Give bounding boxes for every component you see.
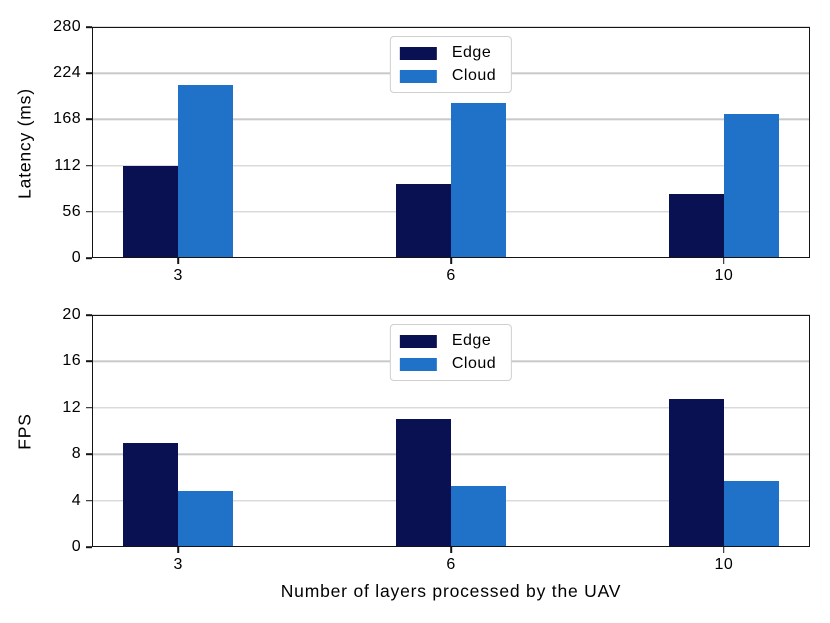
y-tick-mark bbox=[86, 72, 92, 74]
x-tick-mark bbox=[450, 258, 452, 264]
x-tick-mark bbox=[177, 258, 179, 264]
legend-label-cloud: Cloud bbox=[451, 355, 497, 372]
y-tick-label: 112 bbox=[54, 156, 81, 174]
fps-legend: Edge Cloud bbox=[389, 324, 513, 381]
edge-bar-x10 bbox=[668, 398, 724, 547]
x-tick-mark bbox=[723, 258, 725, 264]
y-gridline bbox=[92, 26, 810, 28]
edge-legend-swatch bbox=[399, 334, 437, 348]
x-tick-label: 10 bbox=[714, 556, 734, 573]
y-tick-mark bbox=[86, 314, 92, 316]
x-tick-label: 3 bbox=[173, 267, 183, 284]
x-tick-label: 6 bbox=[446, 556, 456, 573]
y-tick-label: 8 bbox=[71, 445, 81, 463]
cloud-legend-swatch bbox=[399, 357, 437, 371]
cloud-bar-x3 bbox=[178, 84, 234, 258]
latency-plot-area: 0 56 112 168 224 280 3 6 10 bbox=[53, 18, 810, 284]
y-tick-label: 168 bbox=[53, 110, 81, 128]
x-tick-mark bbox=[177, 547, 179, 553]
edge-bar-x3 bbox=[123, 165, 179, 258]
legend-entry-cloud: Cloud bbox=[399, 355, 497, 372]
y-tick-mark bbox=[86, 257, 92, 259]
edge-bar-x3 bbox=[123, 442, 179, 547]
y-tick-label: 16 bbox=[62, 352, 81, 370]
y-tick-mark bbox=[86, 499, 92, 502]
latency-chart: 0 56 112 168 224 280 3 6 10 Edge Cloud bbox=[53, 18, 810, 284]
edge-bar-x6 bbox=[396, 419, 451, 547]
latency-y-axis-label: Latency (ms) bbox=[14, 88, 35, 199]
y-tick-mark bbox=[86, 407, 92, 409]
y-gridline bbox=[92, 453, 810, 455]
fps-plot-area: 0 4 8 12 16 20 3 6 10 bbox=[62, 306, 810, 573]
x-tick-label: 3 bbox=[173, 556, 183, 573]
x-tick-label: 10 bbox=[714, 267, 734, 284]
fps-chart: 0 4 8 12 16 20 3 6 10 Edge Cloud bbox=[62, 306, 810, 573]
cloud-legend-swatch bbox=[399, 69, 437, 83]
edge-legend-swatch bbox=[399, 46, 437, 60]
fps-y-axis-label: FPS bbox=[14, 413, 35, 450]
y-gridline bbox=[92, 314, 810, 316]
y-tick-label: 4 bbox=[71, 491, 81, 509]
y-tick-label: 280 bbox=[53, 18, 81, 35]
legend-label-edge: Edge bbox=[451, 332, 492, 349]
latency-legend: Edge Cloud bbox=[389, 36, 513, 93]
y-tick-mark bbox=[86, 164, 92, 167]
legend-entry-edge: Edge bbox=[399, 44, 496, 61]
cloud-bar-x10 bbox=[723, 113, 779, 258]
y-tick-label: 56 bbox=[62, 202, 81, 220]
legend-label-edge: Edge bbox=[451, 44, 492, 61]
y-tick-label: 0 bbox=[71, 249, 81, 266]
x-tick-mark bbox=[723, 547, 725, 553]
x-tick-mark bbox=[450, 547, 452, 553]
y-tick-label: 0 bbox=[71, 538, 81, 555]
legend-label-cloud: Cloud bbox=[451, 67, 497, 84]
x-axis-label: Number of layers processed by the UAV bbox=[280, 581, 622, 601]
legend-entry-cloud: Cloud bbox=[399, 67, 497, 84]
y-tick-mark bbox=[86, 26, 92, 28]
edge-bar-x10 bbox=[668, 193, 724, 258]
legend-entry-edge: Edge bbox=[399, 332, 496, 349]
y-tick-mark bbox=[86, 360, 92, 363]
y-tick-mark bbox=[86, 211, 92, 213]
cloud-bar-x3 bbox=[178, 491, 234, 547]
y-tick-mark bbox=[86, 453, 92, 455]
cloud-bar-x6 bbox=[451, 102, 506, 258]
y-tick-label: 20 bbox=[62, 306, 81, 323]
y-tick-label: 224 bbox=[53, 64, 81, 82]
cloud-bar-x10 bbox=[723, 480, 779, 547]
edge-bar-x6 bbox=[396, 183, 451, 258]
x-tick-label: 6 bbox=[446, 267, 456, 284]
cloud-bar-x6 bbox=[451, 485, 506, 547]
y-gridline bbox=[92, 407, 810, 409]
y-tick-mark bbox=[86, 546, 92, 548]
y-tick-mark bbox=[86, 118, 92, 121]
y-tick-label: 12 bbox=[62, 398, 81, 416]
